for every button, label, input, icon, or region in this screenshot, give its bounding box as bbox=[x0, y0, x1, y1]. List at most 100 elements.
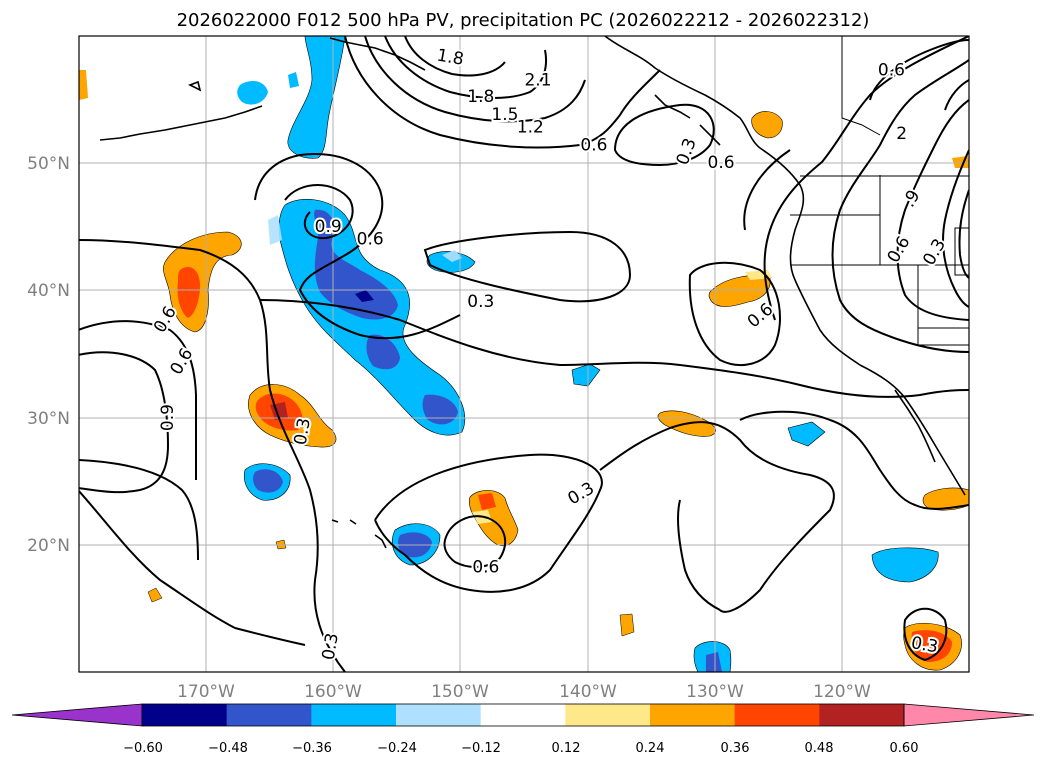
pv-contour-ridge-north-2 bbox=[364, 36, 586, 123]
colorbar-swatch bbox=[142, 704, 228, 726]
cb-tick-label: −0.36 bbox=[292, 741, 332, 756]
pv-contour-east-trough-4 bbox=[942, 149, 969, 308]
contour-label: 0.6 bbox=[470, 556, 501, 580]
pv-contour-0.9-west bbox=[79, 351, 170, 494]
map-background bbox=[79, 36, 969, 672]
contour-label-text: 1.5 bbox=[491, 105, 518, 125]
lon-label-120w: 120°W bbox=[813, 682, 871, 702]
neg-area-165W-25N-core bbox=[253, 469, 283, 493]
map-frame bbox=[78, 35, 970, 673]
colorbar-swatches bbox=[11, 703, 1035, 727]
contour-label-text: 0.9 bbox=[315, 217, 342, 237]
pv-contour-0.6-east bbox=[613, 103, 715, 167]
pv-contours bbox=[79, 36, 969, 672]
colorbar-frame bbox=[141, 703, 905, 727]
pos-area-148W-22N-core bbox=[478, 493, 496, 510]
neg-area-aleutians bbox=[237, 80, 268, 105]
map-panel: 1.82.11.81.51.20.60.60.62.90.6 0.30.30.90… bbox=[78, 35, 970, 673]
pv-contour-0.3-ridge-east bbox=[259, 299, 969, 398]
contour-label: 1.2 bbox=[515, 116, 546, 140]
neg-area-central-core bbox=[314, 209, 398, 320]
colorbar-swatch bbox=[226, 704, 312, 726]
figure-title: 2026022000 F012 500 hPa PV, precipitatio… bbox=[177, 10, 870, 31]
lon-label-150w: 150°W bbox=[431, 682, 489, 702]
colorbar-swatch bbox=[819, 704, 905, 726]
contour-label: 0.6 bbox=[876, 58, 907, 82]
neg-area-115W-18N bbox=[871, 547, 939, 583]
pv-contour-0.3-southeast-loop bbox=[903, 607, 948, 662]
contour-label: 2 bbox=[894, 122, 909, 146]
pos-area-127W-53N bbox=[751, 111, 783, 139]
precip-pc-shading bbox=[79, 36, 969, 672]
pv-contour-east-top bbox=[869, 39, 969, 101]
neg-area-127W-29N bbox=[787, 421, 826, 447]
pv-contour-0.3-east-coast bbox=[739, 410, 969, 510]
pv-contour-closed-west bbox=[284, 184, 354, 240]
pv-contour-east-coast-0.3 bbox=[743, 149, 791, 231]
political-borders bbox=[790, 36, 969, 346]
cb-tick-label: −0.24 bbox=[377, 741, 417, 756]
neg-area-small-aleut bbox=[288, 72, 299, 88]
contour-label-text: 0.6 bbox=[708, 153, 735, 173]
coastlines bbox=[99, 36, 966, 549]
lon-label-130w: 130°W bbox=[686, 682, 744, 702]
colorbar: −0.60 −0.48 −0.36 −0.24 −0.12 0.12 0.24 … bbox=[11, 703, 1035, 756]
contour-label: 0.9 bbox=[156, 402, 180, 433]
pv-contour-0.3-ridge bbox=[79, 239, 346, 672]
contour-label: 2.1 bbox=[522, 69, 553, 93]
colorbar-tick-labels: −0.60 −0.48 −0.36 −0.24 −0.12 0.12 0.24 … bbox=[123, 741, 918, 756]
pv-contour-0.6-west-open bbox=[79, 320, 198, 480]
pv-contour-0.3-loop-south bbox=[374, 453, 603, 593]
contour-label-text: 1.2 bbox=[517, 118, 544, 138]
pos-area-small-dots bbox=[147, 539, 635, 637]
contour-label-text: 2 bbox=[896, 124, 907, 144]
lon-label-170w: 170°W bbox=[177, 682, 235, 702]
contour-label-text: 0.6 bbox=[357, 230, 384, 250]
lat-label-20n: 20°N bbox=[27, 536, 70, 556]
contour-label-text: 0.3 bbox=[467, 292, 494, 312]
cb-tick-label: 0.24 bbox=[636, 741, 665, 756]
contour-label: 0.6 bbox=[706, 151, 737, 175]
pv-contour-ridge-north-4 bbox=[404, 36, 506, 77]
pv-contour-east-trough-2 bbox=[831, 59, 969, 353]
neg-area-central-core3 bbox=[422, 394, 458, 425]
lat-label-50n: 50°N bbox=[27, 154, 70, 174]
contour-label-text: 0.6 bbox=[878, 60, 905, 80]
pv-contour-0.3-loop bbox=[423, 230, 632, 303]
contour-label: 0.9 bbox=[313, 215, 344, 239]
cb-tick-label: 0.12 bbox=[552, 741, 581, 756]
pv-contour-0.6-loop-south bbox=[443, 515, 507, 568]
pv-contour-ridge-north bbox=[344, 36, 661, 149]
contour-label: 1.8 bbox=[465, 85, 496, 109]
contour-label-text: 0.9 bbox=[158, 404, 178, 431]
pv-contour-east-top2 bbox=[944, 79, 969, 111]
neg-area-central-core2 bbox=[366, 334, 400, 370]
colorbar-swatch bbox=[565, 704, 651, 726]
pv-contour-east-trough-5 bbox=[958, 189, 969, 279]
contour-label-text: 0.6 bbox=[580, 135, 607, 155]
lat-label-30n: 30°N bbox=[27, 409, 70, 429]
colorbar-swatch bbox=[734, 704, 820, 726]
colorbar-swatch bbox=[480, 704, 566, 726]
contour-label-text: 1.8 bbox=[467, 87, 494, 107]
pv-contour-0.3-south-west bbox=[676, 499, 721, 611]
cb-tick-label: 0.48 bbox=[805, 741, 834, 756]
pv-contour-east-trough-3 bbox=[896, 99, 969, 321]
lat-label-40n: 40°N bbox=[27, 281, 70, 301]
pv-contour-0.3-south-east bbox=[599, 421, 835, 613]
pos-area-114W-12N-core bbox=[911, 630, 952, 662]
colorbar-extend-low bbox=[11, 703, 143, 727]
lon-label-140w: 140°W bbox=[559, 682, 617, 702]
cb-tick-label: −0.12 bbox=[461, 741, 501, 756]
cb-tick-label: −0.60 bbox=[123, 741, 163, 756]
pv-contour-0.6-big bbox=[254, 153, 461, 340]
cb-tick-label: −0.48 bbox=[208, 741, 248, 756]
contour-label: 0.6 bbox=[355, 228, 386, 252]
contour-label: 0.6 bbox=[578, 133, 609, 157]
latitude-labels: 50°N 40°N 30°N 20°N bbox=[27, 154, 70, 556]
neg-area-131W-10N-core bbox=[706, 652, 722, 672]
neg-area-darkest bbox=[355, 290, 374, 302]
cb-tick-label: 0.60 bbox=[890, 741, 919, 756]
pv-contour-0.6-128W bbox=[688, 261, 781, 366]
